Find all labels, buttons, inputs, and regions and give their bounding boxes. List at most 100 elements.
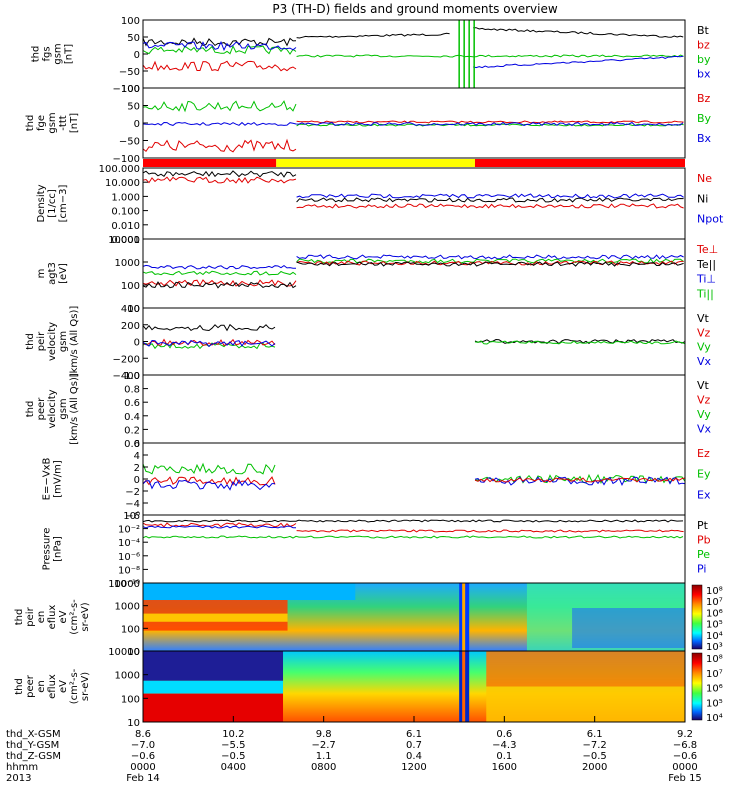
y-axis-label: peer (36, 397, 47, 421)
x-tick-label: −0.6 (673, 751, 697, 762)
y-tick-label: 0.8 (124, 385, 140, 396)
y-tick-label: −200 (113, 354, 140, 365)
y-axis-label: [1/cc] (47, 189, 58, 218)
y-axis-label: sr-eV) (80, 602, 91, 631)
x-tick-label: 0400 (221, 762, 246, 773)
y-tick-label: 0 (134, 50, 140, 61)
series-pb-line (142, 522, 297, 528)
mode-bar-segment (276, 159, 475, 167)
y-tick-label: −6 (125, 511, 140, 522)
y-tick-label: −100 (113, 154, 140, 165)
legend-label: Vx (697, 423, 712, 436)
y-tick-label: 10⁻² (118, 525, 140, 536)
x-tick-label: 0.4 (406, 751, 422, 762)
colorbar-tick-label: 10⁶ (706, 608, 723, 619)
colorbar-tick-label: 10⁴ (706, 713, 723, 724)
text-layer: P3 (TH-D) fields and ground moments over… (6, 2, 724, 784)
peir-heatmap-band-mid (143, 613, 288, 622)
colorbar-tick-label: 10⁴ (706, 631, 723, 642)
legend-label: By (697, 112, 712, 125)
legend-label: Te⊥ (696, 243, 718, 256)
x-tick-label: −7.2 (583, 740, 607, 751)
colorbar-tick-label: 10⁷ (706, 669, 723, 680)
y-tick-label: 6 (134, 439, 140, 450)
y-tick-label: 0.2 (124, 425, 140, 436)
y-tick-label: 0.010 (111, 221, 140, 232)
y-axis-label: thd (25, 333, 36, 350)
y-axis-label: gsm (53, 43, 64, 64)
peer-heatmap-late-orange (486, 651, 685, 687)
legend-label: Ey (697, 468, 711, 481)
x-axis-row-label: hhmm (6, 762, 38, 773)
y-axis-label: peer (25, 674, 36, 698)
peer-heatmap-spike-core (462, 651, 466, 722)
panel-frame (142, 374, 686, 444)
heatmap-layer (143, 583, 685, 722)
y-tick-label: −2 (125, 487, 140, 498)
series-by-line (296, 54, 684, 58)
legend-label: Pt (697, 519, 709, 532)
x-tick-label: 1.1 (316, 751, 332, 762)
y-tick-label: −50 (119, 137, 140, 148)
y-axis-label: [mV/m] (53, 460, 64, 498)
y-axis-label: sr-eV) (80, 672, 91, 701)
series-vt-line (142, 323, 276, 332)
series-ey-line (474, 473, 686, 485)
peir-heatmap-band-top (143, 583, 356, 600)
y-axis-label: velocity (47, 322, 58, 361)
y-axis-label: peir (25, 606, 36, 626)
y-axis-label: (cm²-s- (69, 668, 80, 704)
colorbar (691, 652, 703, 721)
legend-label: Ni (697, 192, 708, 205)
legend-label: Vt (697, 312, 710, 325)
y-tick-label: 10 (127, 304, 140, 315)
series-bz-line (142, 138, 297, 153)
legend-label: Ne (697, 172, 712, 185)
y-tick-label: 10⁻⁶ (118, 552, 140, 563)
series-ni-line (296, 197, 684, 203)
panel-frame (142, 238, 686, 309)
y-axis-label: eflux (47, 674, 58, 699)
x-tick-label: 0.7 (406, 740, 422, 751)
y-axis-label: [nT] (69, 113, 80, 133)
colorbar-tick-label: 10³ (706, 642, 723, 653)
y-axis-label: thd (31, 46, 42, 63)
legend-label: Ti|| (696, 287, 714, 300)
series-vt-line (474, 338, 686, 345)
series-by-line (142, 100, 297, 113)
y-tick-label: −400 (113, 371, 140, 382)
x-axis-row-label: 2013 (6, 773, 31, 784)
y-axis-label: (cm²-s- (69, 599, 80, 635)
series-bx-line (142, 40, 297, 52)
y-tick-label: 1.000 (111, 192, 140, 203)
y-tick-label: 4 (134, 451, 140, 462)
x-tick-label: −6.8 (673, 740, 697, 751)
x-tick-label: −4.3 (492, 740, 516, 751)
y-tick-label: 100 (121, 694, 140, 705)
y-axis-label: agt3 (47, 262, 58, 285)
series-npot-line (296, 193, 684, 199)
series-ex-line (142, 479, 275, 491)
y-axis-label: fge (36, 115, 47, 131)
y-tick-label: 10000 (108, 579, 140, 590)
series-ne-line (142, 176, 297, 184)
y-axis-label: thd (14, 609, 25, 626)
peer-heatmap-band-low (143, 651, 284, 681)
series-tiperp-line (142, 264, 296, 270)
x-tick-label: 1200 (401, 762, 426, 773)
legend-label: Ez (697, 447, 710, 460)
legend-label: Te|| (696, 258, 716, 271)
y-tick-label: 0.001 (111, 235, 140, 246)
plot-layer (142, 19, 703, 723)
series-bt-line (473, 27, 684, 38)
series-pe-line (142, 535, 684, 539)
x-tick-label: −5.5 (221, 740, 245, 751)
colorbar-tick-label: 10⁵ (706, 698, 723, 709)
y-tick-label: −100 (113, 84, 140, 95)
x-tick-label: Feb 14 (126, 773, 160, 784)
y-tick-label: 10⁻⁴ (118, 538, 140, 549)
legend-label: bx (697, 68, 711, 81)
y-axis-label: gsm (58, 331, 69, 352)
y-tick-label: 0.4 (124, 412, 140, 423)
legend-label: Bx (697, 132, 712, 145)
